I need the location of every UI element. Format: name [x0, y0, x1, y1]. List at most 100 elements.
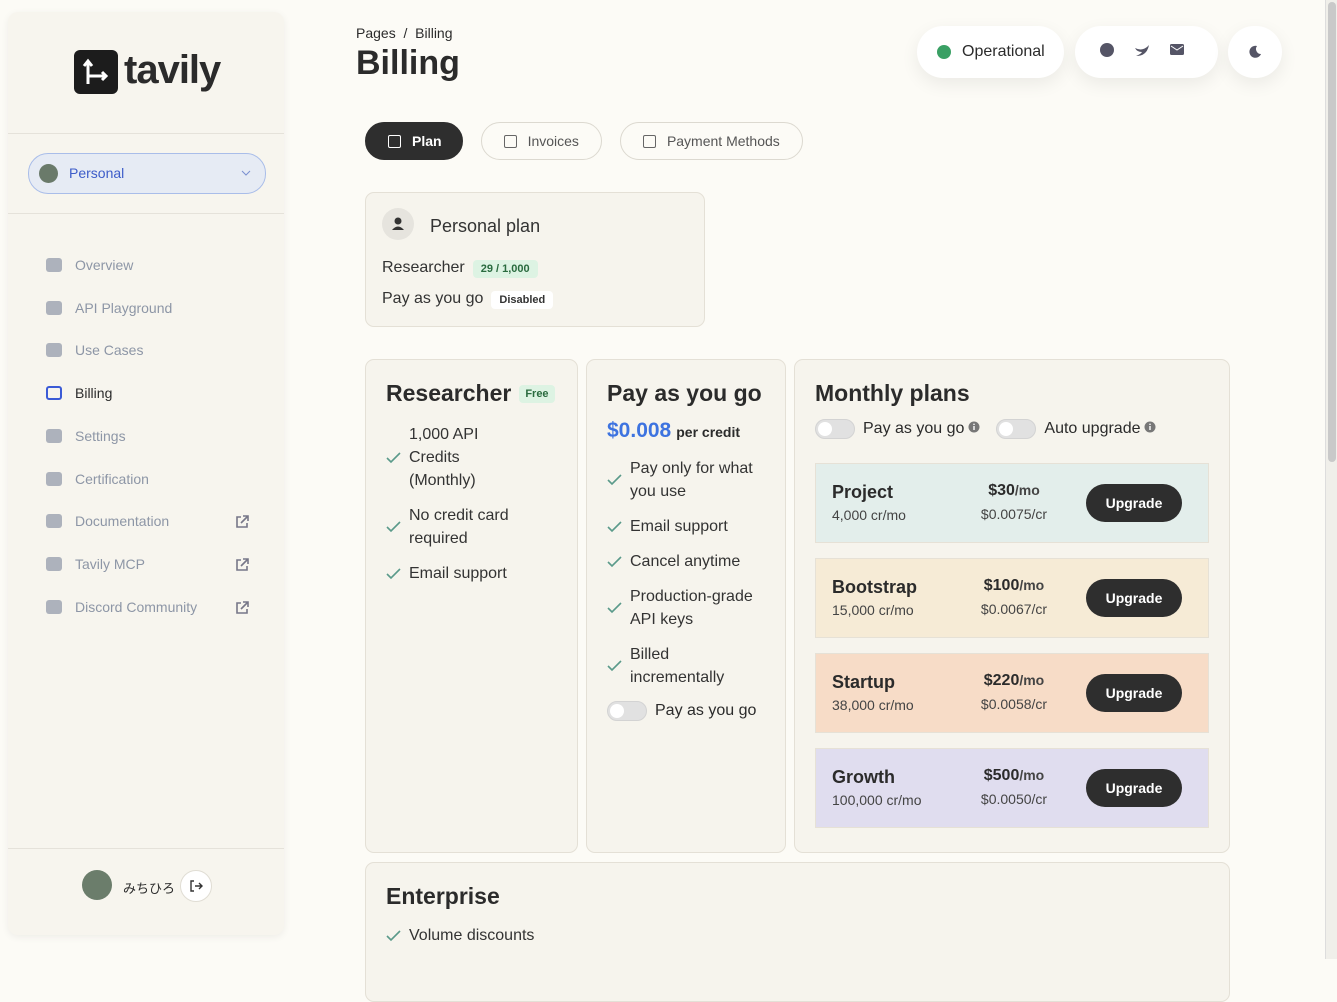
feature-text: Email support: [409, 565, 507, 582]
logout-button[interactable]: [180, 870, 212, 902]
nav-item[interactable]: Settings: [44, 426, 254, 448]
plan-row: Pay as you go Disabled: [382, 290, 554, 321]
tab-label: Plan: [412, 133, 442, 149]
tier-card: Startup 38,000 cr/mo $220/mo $0.0058/cr Upgr…: [815, 653, 1209, 733]
nav-item[interactable]: Tavily MCP: [44, 554, 254, 576]
tier-card: Project 4,000 cr/mo $30/mo $0.0075/cr Upgrad…: [815, 463, 1209, 543]
breadcrumb: Pages / Billing: [356, 25, 453, 41]
card-heading: Researcher Free: [386, 380, 557, 407]
status-text: Operational: [962, 43, 1045, 60]
toggles: Pay as you go Auto upgrade: [815, 419, 1209, 439]
price: $0.008 per credit: [607, 419, 765, 443]
feature-text: Production-grade API keys: [630, 588, 753, 628]
feature-text: Pay only for what you use: [630, 460, 753, 500]
status-pill[interactable]: Operational: [917, 26, 1064, 78]
avatar: [82, 870, 112, 900]
toggle[interactable]: [996, 419, 1037, 439]
tier-period: /mo: [1019, 672, 1045, 688]
price-value: $0.008: [607, 419, 672, 442]
row-label: Pay as you go: [382, 290, 484, 307]
tab-icon: [388, 135, 401, 148]
nav-item[interactable]: Use Cases: [44, 340, 254, 362]
tier-price-value: $30: [988, 482, 1015, 499]
info-icon[interactable]: [1144, 421, 1156, 433]
upgrade-button[interactable]: Upgrade: [1086, 769, 1182, 807]
external-icon: [236, 515, 249, 528]
toggle-label: Pay as you go: [655, 702, 757, 720]
toggle-row[interactable]: Pay as you go: [815, 419, 980, 439]
tab[interactable]: Invoices: [480, 122, 602, 160]
divider: [8, 848, 284, 849]
nav-label: Documentation: [75, 513, 170, 530]
social-icons[interactable]: [1099, 42, 1209, 60]
tier-period: /mo: [1019, 577, 1045, 593]
feature: Pay only for what you use: [607, 457, 757, 503]
toggle[interactable]: [607, 701, 647, 721]
tab[interactable]: Plan: [365, 122, 463, 160]
tier-rate: $0.0050/cr: [980, 791, 1048, 807]
nav-item[interactable]: Overview: [44, 255, 254, 277]
feature-text: Billed incrementally: [630, 646, 725, 686]
feature-text: Cancel anytime: [630, 553, 741, 570]
row-badge: 29 / 1,000: [472, 260, 538, 278]
nav-item[interactable]: Billing: [44, 383, 254, 405]
nav-label: Overview: [75, 257, 134, 273]
toggle-label: Auto upgrade: [1044, 420, 1141, 438]
feature-text: No credit card required: [409, 507, 509, 547]
page-title: Billing: [356, 44, 460, 82]
tier-price: $100/mo: [964, 577, 1064, 595]
theme-toggle[interactable]: [1228, 26, 1282, 78]
nav-label: Certification: [75, 470, 149, 487]
tier-credits: 38,000 cr/mo: [832, 697, 914, 713]
feature-text: 1,000 API Credits (Monthly): [409, 426, 479, 489]
crumb-separator: /: [403, 25, 408, 41]
upgrade-button[interactable]: Upgrade: [1086, 484, 1182, 522]
upgrade-button[interactable]: Upgrade: [1086, 674, 1182, 712]
tab-icon: [503, 135, 517, 148]
user-name: みちひろ: [123, 881, 176, 896]
page: tavily Personal Overview API Playground Us…: [8, 0, 1337, 1002]
feature: 1,000 API Credits (Monthly): [386, 423, 526, 492]
tier-rate: $0.0058/cr: [980, 696, 1048, 712]
nav-icon: [46, 599, 62, 614]
upgrade-button[interactable]: Upgrade: [1086, 579, 1182, 617]
toggle-row[interactable]: Auto upgrade: [996, 419, 1156, 439]
social-links: [1075, 26, 1218, 78]
nav-item[interactable]: Documentation: [44, 511, 254, 533]
nav-item[interactable]: API Playground: [44, 298, 254, 320]
current-plan-card: Personal plan Researcher 29 / 1,000 Pay as…: [365, 192, 705, 327]
nav-label: API Playground: [75, 299, 173, 316]
logo-text: tavily: [124, 48, 221, 92]
tier-card: Bootstrap 15,000 cr/mo $100/mo $0.0067/cr Up…: [815, 558, 1209, 638]
status-dot: [937, 45, 951, 59]
external-icon: [236, 558, 249, 571]
nav-label: Settings: [75, 427, 126, 444]
tab-label: Invoices: [527, 133, 579, 149]
nav-item[interactable]: Certification: [44, 469, 254, 491]
divider: [8, 213, 284, 214]
nav-icon: [46, 556, 62, 571]
card-title: Enterprise: [386, 883, 500, 909]
crumb[interactable]: Pages: [356, 25, 396, 41]
chevron: [241, 170, 251, 176]
info-icon[interactable]: [968, 421, 980, 433]
researcher-card: Researcher Free 1,000 API Credits (Monthly…: [365, 359, 578, 853]
toggle[interactable]: [815, 419, 855, 439]
workspace-name: Personal: [69, 165, 125, 181]
nav-label: Discord Community: [75, 598, 198, 615]
tier-rate: $0.0075/cr: [980, 506, 1048, 522]
feature: Cancel anytime: [607, 550, 757, 573]
tab-icon: [642, 135, 656, 148]
plan-row: Researcher 29 / 1,000: [382, 259, 553, 290]
card-title: Monthly plans: [815, 380, 970, 406]
workspace-select[interactable]: Personal: [28, 153, 266, 194]
tier-price-value: $220: [983, 672, 1020, 689]
toggle-row[interactable]: Pay as you go: [607, 701, 765, 721]
feature-text: Volume discounts: [409, 927, 535, 944]
nav-item[interactable]: Discord Community: [44, 597, 254, 619]
tab[interactable]: Payment Methods: [619, 122, 803, 160]
plan-badge: Free: [519, 385, 555, 403]
tier-name: Startup: [832, 672, 895, 692]
row-badge: Disabled: [491, 291, 554, 309]
tier-name: Growth: [832, 767, 895, 787]
